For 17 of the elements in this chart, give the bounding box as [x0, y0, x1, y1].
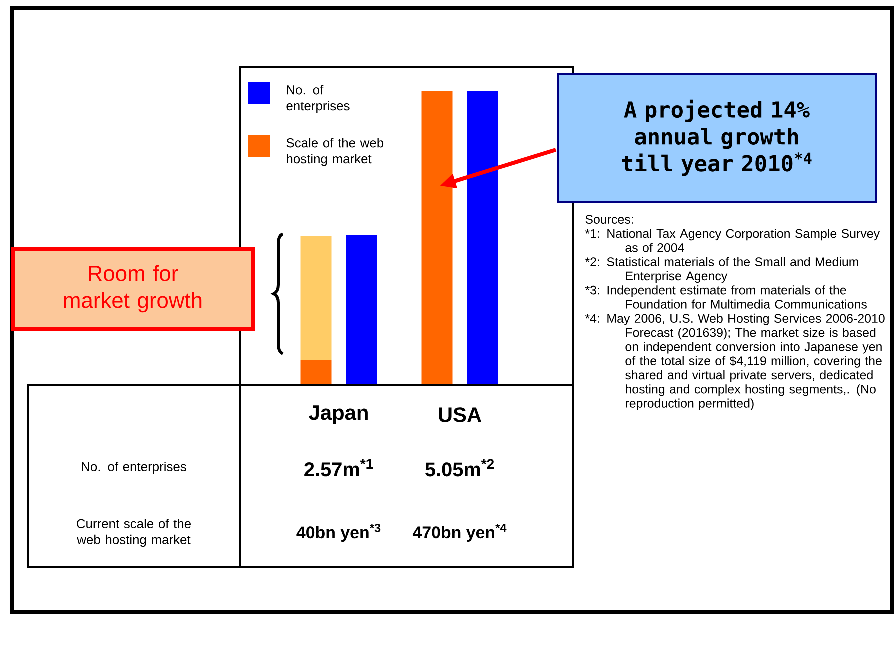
text: *2: Statistical materials of the Small and Medium Enterprise Agency	[585, 257, 858, 284]
text: Current scale of the web hosting market	[77, 518, 191, 548]
source-note: Sources:	[586, 215, 634, 224]
text: A projected 14% annual growth till year 2010$^{*4}$	[622, 100, 812, 176]
text: *4: May 2006, U.S. Web Hosting Services 2006-2010 Forecast (201639); The market size is based on independent conversion into Japanese yen of the total size of $4,119 million, covering the shared and virtual private servers, dedicated hosting and complex hosting segments,. (No reproduction permitted)	[585, 314, 885, 410]
text: Room for market growth	[64, 265, 202, 313]
x-tick-label: USA	[439, 408, 482, 422]
text: *1: National Tax Agency Corporation Sample Survey as of 2004	[585, 229, 880, 252]
data-label: 40bn yen$^{*3}$	[296, 524, 381, 542]
data-label: 2.57m$^{*1}$	[304, 459, 374, 477]
text: *3: Independent estimate from materials of the Foundation for Multimedia Communications	[585, 286, 867, 309]
legend-label: No. of enterprises	[286, 85, 350, 114]
legend-label: Scale of the web hosting market	[286, 138, 384, 166]
text: No. of enterprises	[82, 462, 186, 474]
data-label: 5.05m$^{*2}$	[426, 459, 494, 477]
data-label: 470bn yen$^{*4}$	[412, 524, 507, 542]
x-tick-label: Japan	[309, 406, 368, 424]
